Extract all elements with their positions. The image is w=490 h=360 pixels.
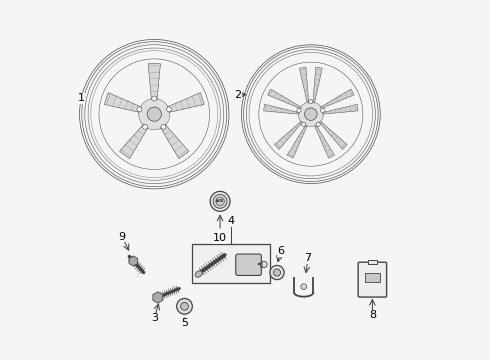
Circle shape <box>210 192 230 211</box>
Polygon shape <box>268 89 301 109</box>
Polygon shape <box>104 93 141 112</box>
Circle shape <box>298 102 323 127</box>
Circle shape <box>309 100 313 104</box>
Text: 9: 9 <box>119 232 126 242</box>
Polygon shape <box>315 125 335 158</box>
Circle shape <box>213 194 227 208</box>
Polygon shape <box>287 125 307 158</box>
Circle shape <box>301 284 307 289</box>
Polygon shape <box>120 124 148 159</box>
Circle shape <box>167 107 172 112</box>
Circle shape <box>177 298 193 314</box>
FancyBboxPatch shape <box>358 262 387 297</box>
Circle shape <box>152 96 157 101</box>
Ellipse shape <box>195 271 202 277</box>
Polygon shape <box>320 89 354 109</box>
Circle shape <box>270 265 284 280</box>
Circle shape <box>273 269 281 276</box>
Text: 6: 6 <box>277 246 284 256</box>
Text: 7: 7 <box>304 253 312 263</box>
Text: 10: 10 <box>213 233 227 243</box>
Polygon shape <box>322 104 358 114</box>
Circle shape <box>305 108 317 120</box>
Circle shape <box>147 107 161 121</box>
Circle shape <box>143 124 147 129</box>
Bar <box>365 273 380 282</box>
FancyBboxPatch shape <box>236 254 261 275</box>
Polygon shape <box>148 64 160 99</box>
Polygon shape <box>319 121 347 149</box>
Polygon shape <box>299 67 309 103</box>
Polygon shape <box>264 104 299 114</box>
Circle shape <box>139 99 170 130</box>
Circle shape <box>301 122 306 126</box>
Bar <box>368 260 377 264</box>
Circle shape <box>181 302 189 310</box>
Circle shape <box>161 124 166 129</box>
Circle shape <box>297 108 301 112</box>
Text: 8: 8 <box>369 310 376 320</box>
Polygon shape <box>161 124 189 159</box>
Circle shape <box>261 261 267 267</box>
Text: 1: 1 <box>78 93 85 103</box>
Circle shape <box>137 107 142 112</box>
Circle shape <box>316 122 320 126</box>
Text: 4: 4 <box>227 216 234 226</box>
Polygon shape <box>313 67 322 103</box>
Text: 5: 5 <box>181 318 188 328</box>
Bar <box>192 244 270 283</box>
Polygon shape <box>167 93 204 112</box>
Text: AUDI: AUDI <box>216 199 224 203</box>
Circle shape <box>320 108 325 112</box>
Text: 2: 2 <box>234 90 242 100</box>
Polygon shape <box>274 121 302 149</box>
Text: 3: 3 <box>151 313 158 323</box>
